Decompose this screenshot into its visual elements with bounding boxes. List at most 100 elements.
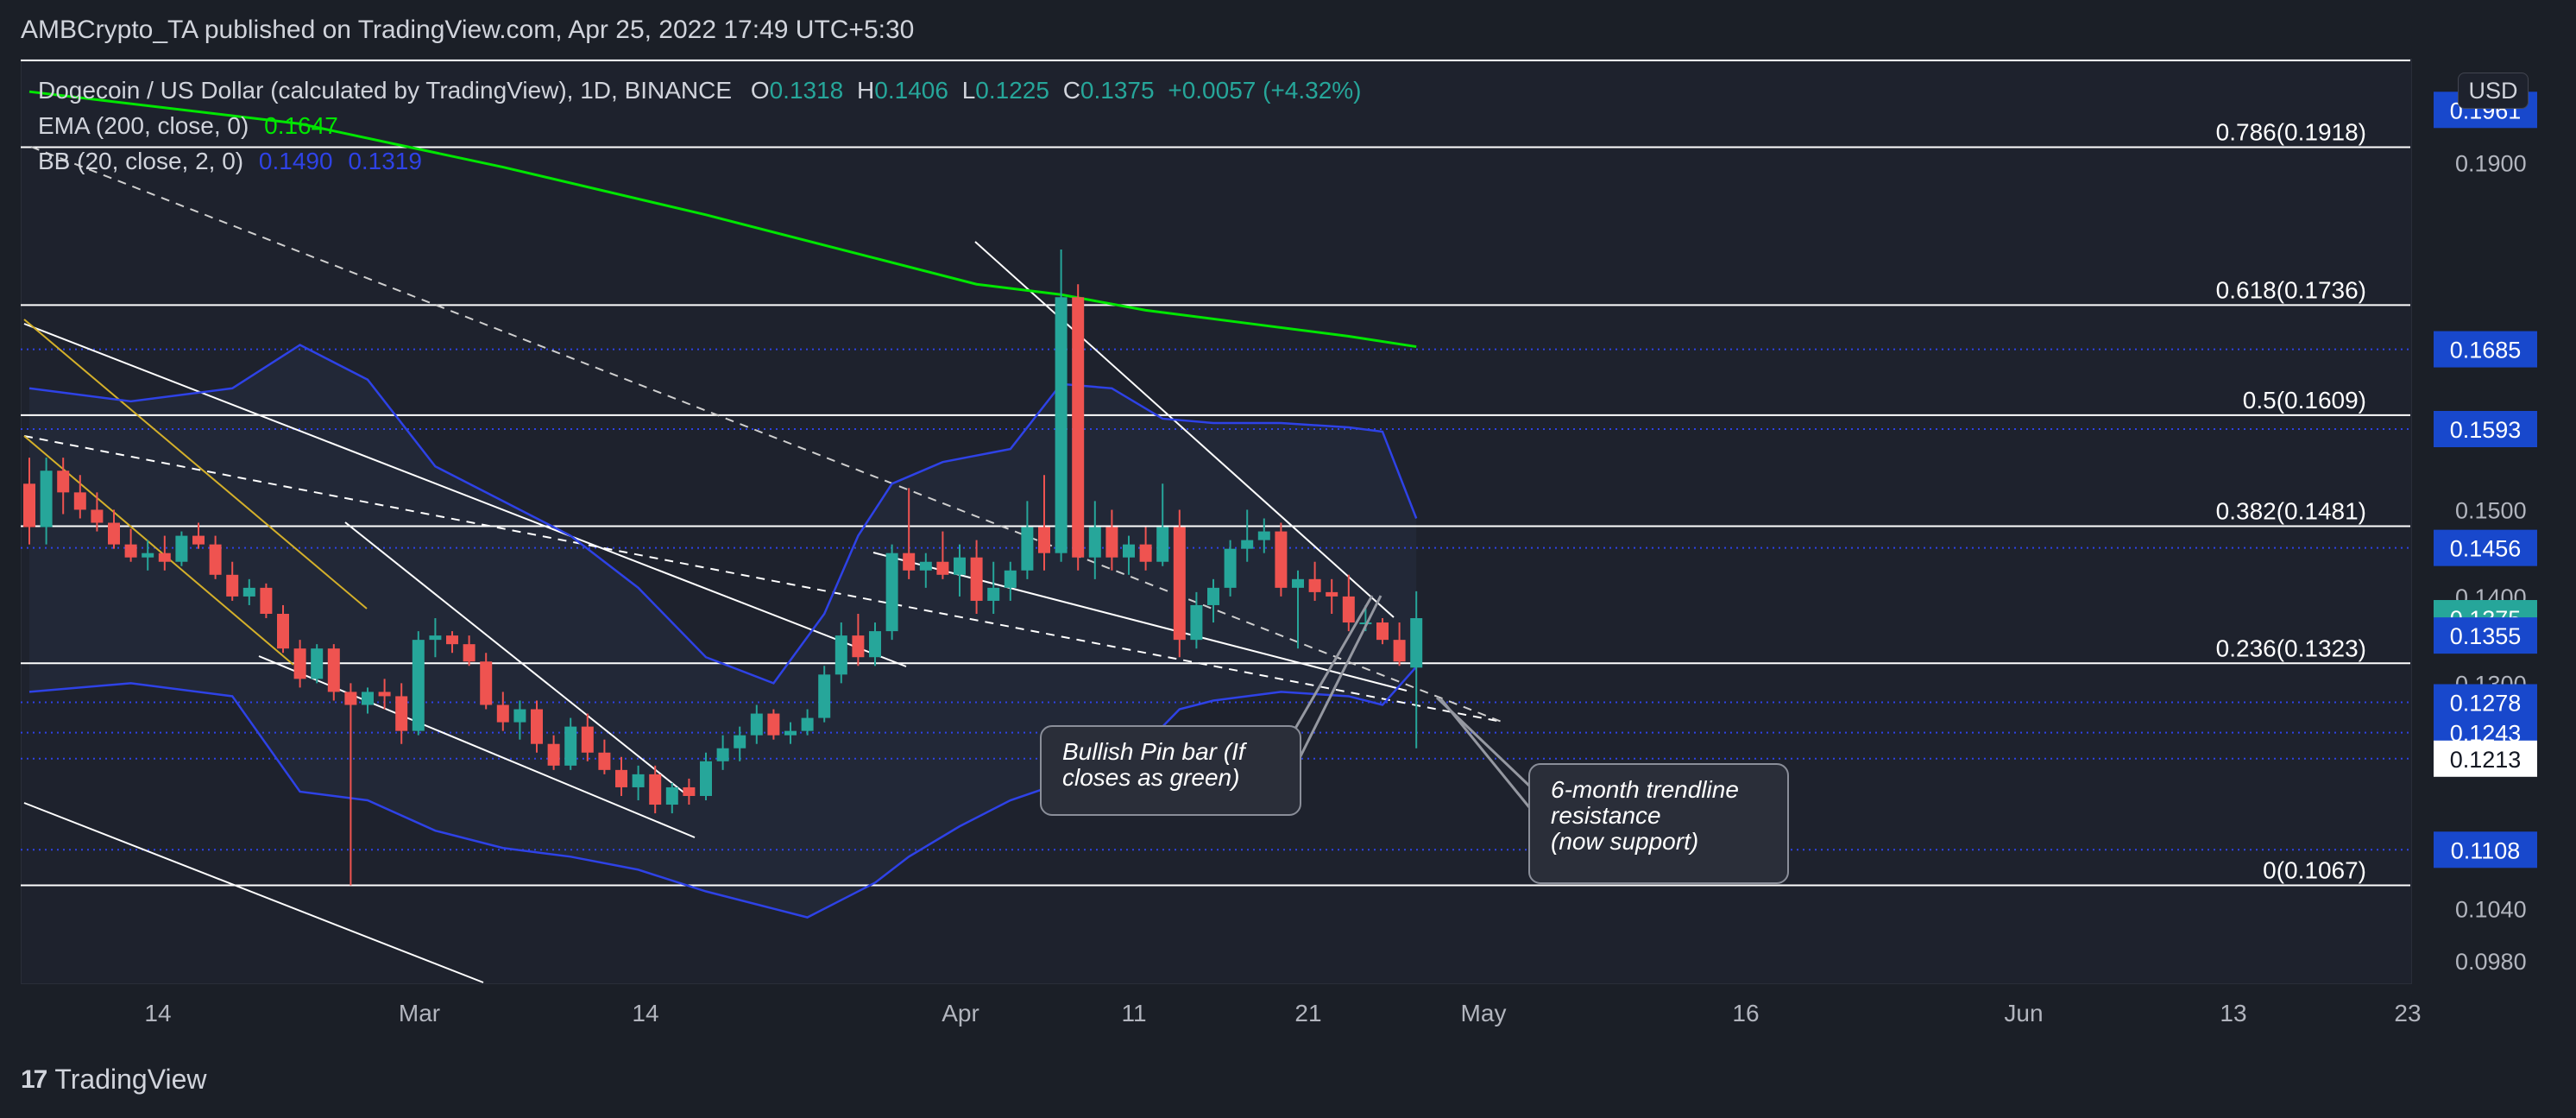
candle-body[interactable] [91, 509, 104, 523]
candle-body[interactable] [1292, 578, 1304, 588]
candle-body[interactable] [598, 752, 611, 770]
legend-ema-row[interactable]: EMA (200, close, 0) 0.1647 [38, 108, 1362, 143]
candle-body[interactable] [581, 726, 594, 753]
candle-body[interactable] [784, 730, 797, 736]
candle-body[interactable] [311, 648, 324, 679]
candle-body[interactable] [835, 635, 847, 675]
candle-body[interactable] [40, 471, 53, 527]
trendline-line-3: (now support) [1551, 828, 1699, 855]
candle-body[interactable] [1021, 527, 1034, 571]
candle-body[interactable] [142, 553, 154, 558]
candle-body[interactable] [108, 522, 120, 545]
candle-body[interactable] [801, 717, 814, 731]
candle-body[interactable] [57, 471, 70, 493]
candle-body[interactable] [362, 692, 374, 705]
candle-body[interactable] [73, 492, 86, 510]
candle-body[interactable] [23, 483, 35, 527]
candle-body[interactable] [1376, 622, 1389, 641]
candle-body[interactable] [1275, 531, 1288, 588]
candle-body[interactable] [716, 748, 729, 761]
candle-body[interactable] [1072, 297, 1085, 558]
candle-body[interactable] [852, 635, 865, 658]
candle-body[interactable] [531, 709, 543, 744]
x-tick-label: Mar [399, 1000, 440, 1026]
symbol-title: Dogecoin / US Dollar (calculated by Trad… [38, 77, 733, 104]
candle-body[interactable] [293, 648, 306, 679]
currency-button[interactable]: USD [2458, 73, 2529, 109]
candle-body[interactable] [1088, 527, 1101, 558]
candle-body[interactable] [209, 544, 222, 575]
mar-trendline [344, 521, 687, 795]
candle-body[interactable] [1393, 640, 1406, 662]
candle-body[interactable] [615, 769, 627, 787]
candle-body[interactable] [734, 735, 746, 748]
candle-body[interactable] [903, 553, 916, 571]
candle-body[interactable] [700, 761, 712, 796]
candle-body[interactable] [1139, 544, 1152, 562]
candle-body[interactable] [158, 553, 171, 562]
candle-body[interactable] [649, 774, 662, 805]
footer-brand[interactable]: 17 TradingView [21, 1064, 206, 1096]
y-tick-label: 0.1040 [2455, 897, 2527, 923]
candle-body[interactable] [1004, 570, 1017, 588]
candle-body[interactable] [987, 587, 1000, 601]
candle-body[interactable] [547, 743, 560, 766]
candle-body[interactable] [1173, 527, 1186, 641]
candle-body[interactable] [919, 561, 932, 571]
price-badge [2434, 684, 2537, 721]
candle-body[interactable] [242, 587, 255, 597]
candle-body[interactable] [1190, 604, 1203, 641]
candle-body[interactable] [1123, 544, 1135, 558]
candle-body[interactable] [936, 561, 949, 575]
candle-body[interactable] [496, 704, 509, 723]
bb-upper-line [28, 344, 1418, 685]
candle-body[interactable] [970, 557, 983, 601]
candle-body[interactable] [1308, 578, 1321, 592]
candle-body[interactable] [1326, 591, 1338, 597]
candle-body[interactable] [480, 661, 493, 705]
candle-body[interactable] [954, 557, 966, 575]
candle-body[interactable] [1224, 548, 1237, 588]
candle-body[interactable] [175, 535, 188, 562]
candle-body[interactable] [1105, 527, 1118, 558]
candle-body[interactable] [1410, 618, 1423, 668]
candle-body[interactable] [395, 696, 408, 731]
candle-body[interactable] [1257, 531, 1270, 540]
bottom-trendline [23, 802, 484, 983]
candle-body[interactable] [513, 709, 526, 723]
candle-body[interactable] [869, 631, 881, 658]
candle-body[interactable] [192, 535, 205, 545]
candle-body[interactable] [885, 553, 898, 632]
price-badge-label: 0.1456 [2450, 536, 2522, 562]
candle-body[interactable] [378, 692, 391, 697]
legend-bb-row[interactable]: BB (20, close, 2, 0) 0.1490 0.1319 [38, 143, 1362, 179]
candle-body[interactable] [226, 574, 239, 597]
candle-body[interactable] [750, 713, 763, 736]
candle-body[interactable] [1156, 527, 1169, 562]
y-tick-label: 0.1500 [2455, 497, 2527, 523]
candle-body[interactable] [1241, 540, 1254, 549]
candle-body[interactable] [564, 726, 577, 766]
candle-body[interactable] [818, 674, 831, 718]
candle-body[interactable] [767, 713, 780, 736]
candle-body[interactable] [1342, 596, 1355, 623]
candle-body[interactable] [1038, 527, 1050, 553]
candle-body[interactable] [665, 786, 678, 805]
candle-body[interactable] [344, 692, 357, 705]
candle-body[interactable] [327, 648, 340, 692]
price-badge [2434, 617, 2537, 654]
candle-body[interactable] [260, 587, 273, 615]
candle-body[interactable] [429, 635, 442, 641]
candle-body[interactable] [412, 640, 425, 731]
candle-body[interactable] [632, 774, 645, 787]
candle-body[interactable] [124, 544, 137, 558]
candle-body[interactable] [277, 614, 289, 649]
x-tick-label: 13 [2220, 1000, 2246, 1026]
chart-panel[interactable] [21, 59, 2412, 984]
trendline-line-1: 6-month trendline [1551, 776, 1739, 803]
candle-body[interactable] [1207, 587, 1219, 605]
candle-body[interactable] [463, 644, 476, 662]
candle-body[interactable] [446, 635, 458, 645]
candle-body[interactable] [683, 786, 696, 796]
candle-body[interactable] [1055, 297, 1068, 553]
